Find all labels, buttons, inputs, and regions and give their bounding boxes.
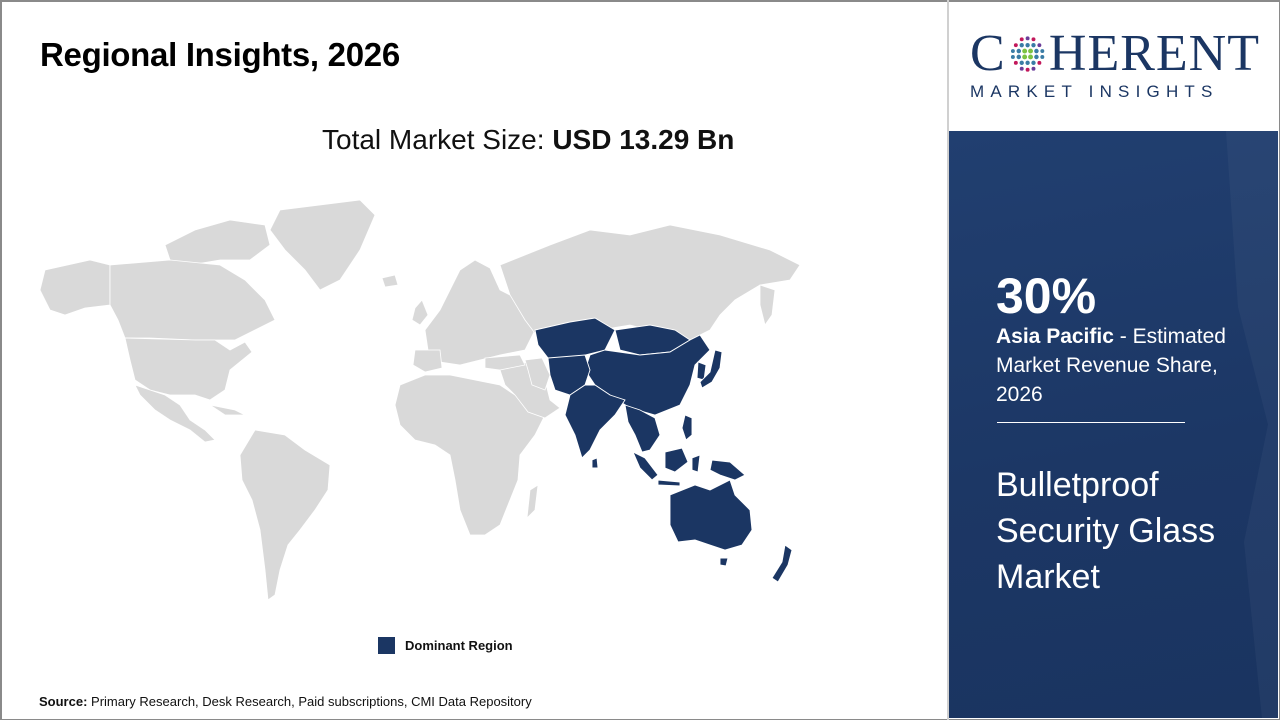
world-map: [39, 199, 801, 601]
share-description-text: - Estimated Market Revenue Share, 2026: [996, 325, 1226, 406]
source-note: Source: Primary Research, Desk Research,…: [39, 694, 532, 709]
map-southeast-asia: [624, 404, 661, 453]
market-name: Bulletproof Security Glass Market: [996, 466, 1216, 596]
map-usa: [124, 337, 253, 401]
map-mexico: [134, 384, 216, 443]
logo-letters-herent: HERENT: [1048, 25, 1260, 82]
source-label: Source:: [39, 694, 88, 709]
panel-separator: [997, 422, 1185, 423]
map-greenland: [269, 199, 376, 291]
map-sumatra: [632, 451, 659, 481]
map-uk: [411, 299, 429, 326]
map-india: [564, 384, 626, 459]
map-new-guinea: [709, 459, 746, 481]
map-tasmania: [719, 557, 729, 567]
map-russia: [499, 224, 801, 341]
logo-letter-c: C: [970, 25, 1006, 82]
map-madagascar: [526, 484, 539, 520]
share-percent: 30%: [996, 268, 1097, 324]
map-iran: [524, 357, 551, 391]
map-iberia: [412, 349, 443, 373]
source-text: Primary Research, Desk Research, Paid su…: [87, 694, 532, 709]
logo-tagline: MARKET INSIGHTS: [970, 82, 1219, 101]
map-iceland: [381, 274, 399, 288]
map-south-america: [239, 429, 331, 601]
dominant-region-swatch: [378, 637, 395, 654]
legend-label: Dominant Region: [405, 638, 513, 653]
map-sri-lanka: [591, 457, 599, 469]
map-borneo: [664, 447, 689, 473]
map-japan: [699, 349, 723, 389]
total-market-size: Total Market Size: USD 13.29 Bn: [322, 124, 734, 156]
share-description: Asia Pacific - Estimated Market Revenue …: [996, 322, 1256, 409]
map-central-asia: [534, 317, 616, 361]
share-region: Asia Pacific: [996, 325, 1114, 348]
map-new-zealand: [771, 544, 793, 583]
map-arctic-islands: [164, 219, 271, 266]
map-africa: [394, 374, 546, 536]
map-legend: Dominant Region: [378, 637, 513, 654]
map-kamchatka: [759, 284, 776, 326]
market-size-value: USD 13.29 Bn: [552, 124, 735, 155]
map-australia: [669, 479, 753, 551]
panel-background-map-shape: [1226, 131, 1278, 718]
globe-dots-icon: [1010, 36, 1044, 72]
highlight-panel: [949, 131, 1278, 718]
panel-divider: [947, 0, 949, 720]
map-caribbean: [209, 404, 246, 416]
map-canada: [109, 259, 276, 341]
company-logo: C HERENT MARKET INSIGHTS: [970, 28, 1260, 108]
page-title: Regional Insights, 2026: [40, 36, 400, 73]
map-alaska: [39, 259, 111, 316]
map-china: [584, 334, 711, 416]
map-java: [657, 479, 681, 487]
map-turkey: [484, 354, 526, 371]
market-size-label: Total Market Size:: [322, 124, 553, 155]
map-sulawesi: [691, 454, 701, 473]
map-philippines: [681, 414, 693, 441]
